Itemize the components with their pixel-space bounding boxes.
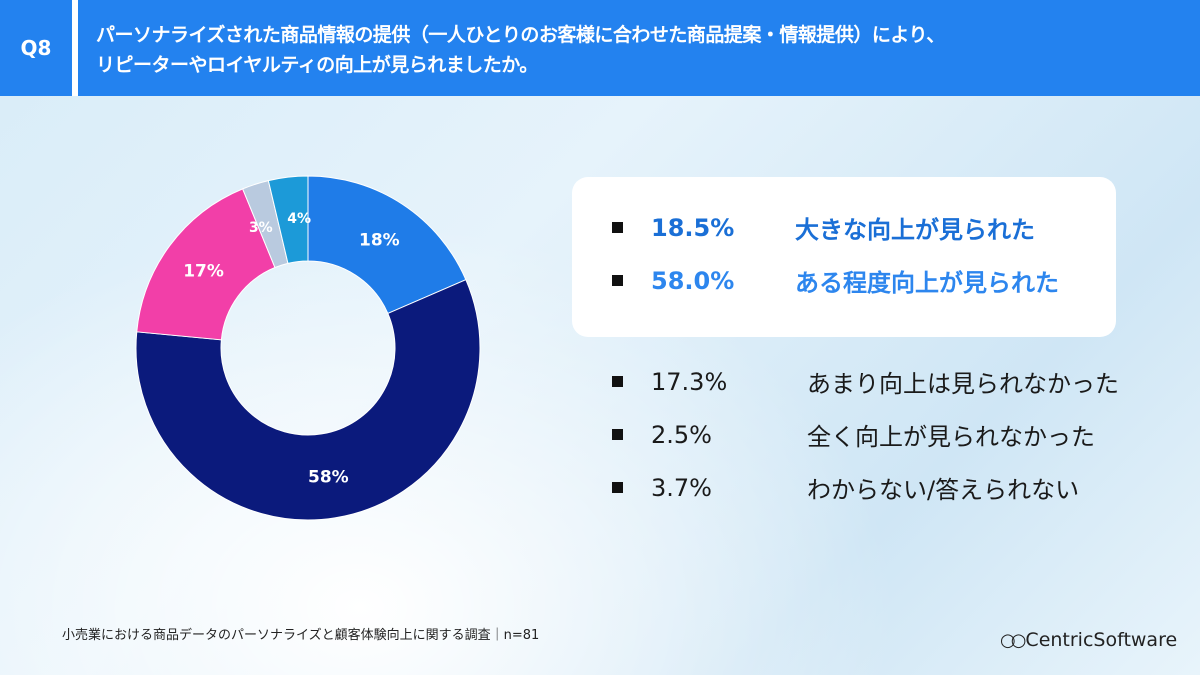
bullet-square-icon — [612, 376, 623, 387]
bullet-square-icon — [612, 482, 623, 493]
legend-value: 2.5% — [651, 420, 712, 449]
logo-mark-icon: ○○ — [1000, 629, 1027, 651]
legend-label: 大きな向上が見られた — [795, 216, 1035, 244]
header-divider — [72, 0, 78, 96]
centric-logo: ○○ CentricSoftware — [1000, 629, 1178, 651]
bullet-square-icon — [612, 275, 623, 286]
header-bar: Q8 パーソナライズされた商品情報の提供（一人ひとりのお客様に合わせた商品提案・… — [0, 0, 1200, 96]
slice-label: 58% — [308, 467, 349, 487]
legend-value: 18.5% — [651, 213, 735, 242]
legend-item: 2.5% 全く向上が見られなかった — [612, 417, 1095, 452]
legend-item: 18.5% 大きな向上が見られた — [612, 210, 1035, 245]
slice-label: 17% — [183, 262, 224, 282]
donut-slice — [136, 188, 276, 341]
donut-slice — [135, 279, 481, 521]
donut-chart: 18% 58% 17% 3% 4% — [135, 175, 481, 521]
legend-item: 17.3% あまり向上は見られなかった — [612, 364, 1119, 399]
question-title: パーソナライズされた商品情報の提供（一人ひとりのお客様に合わせた商品提案・情報提… — [96, 20, 945, 80]
legend-item: 58.0% ある程度向上が見られた — [612, 263, 1059, 298]
slice-label: 4% — [287, 211, 311, 227]
legend-item: 3.7% わからない/答えられない — [612, 470, 1079, 505]
donut-slice — [307, 175, 467, 315]
donut-slice — [267, 175, 309, 264]
legend-label: 全く向上が見られなかった — [807, 423, 1095, 451]
bullet-square-icon — [612, 429, 623, 440]
legend-value: 3.7% — [651, 473, 712, 502]
slice-label: 3% — [249, 220, 273, 236]
title-line-2: リピーターやロイヤルティの向上が見られましたか。 — [96, 54, 538, 76]
slice-label: 18% — [359, 230, 400, 250]
legend-label: わからない/答えられない — [807, 476, 1080, 504]
bullet-square-icon — [612, 222, 623, 233]
question-number: Q8 — [20, 36, 52, 60]
legend-value: 17.3% — [651, 367, 728, 396]
source-note: 小売業における商品データのパーソナライズと顧客体験向上に関する調査｜n=81 — [62, 628, 540, 643]
legend-label: あまり向上は見られなかった — [807, 370, 1119, 398]
legend-label: ある程度向上が見られた — [795, 269, 1059, 297]
highlight-box — [572, 177, 1116, 337]
legend-value: 58.0% — [651, 266, 735, 295]
title-line-1: パーソナライズされた商品情報の提供（一人ひとりのお客様に合わせた商品提案・情報提… — [96, 24, 945, 46]
